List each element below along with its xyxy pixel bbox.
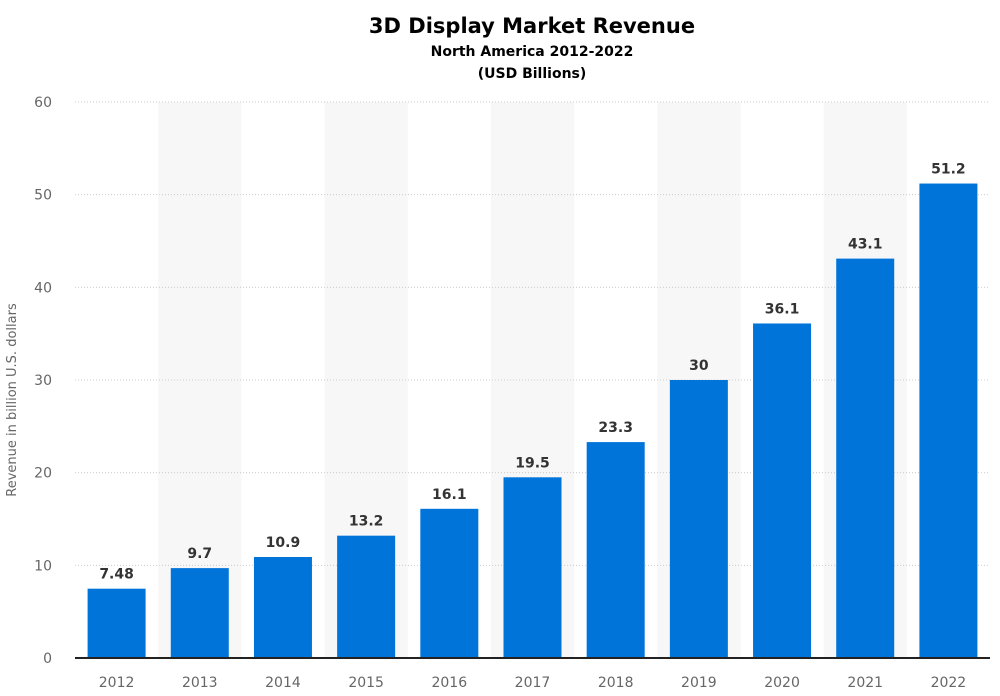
y-tick-label: 20 [34,466,52,482]
data-label: 9.7 [187,546,212,562]
chart-title: 3D Display Market Revenue [368,14,696,38]
bar [836,258,895,658]
data-label: 30 [689,358,709,374]
bar [420,508,479,658]
x-tick-label: 2012 [99,675,135,691]
data-label: 13.2 [349,514,384,530]
data-label: 7.48 [99,567,134,583]
bar [253,556,312,658]
bar [170,568,229,658]
x-tick-label: 2018 [598,675,634,691]
bar [503,477,562,658]
data-label: 43.1 [848,237,883,253]
bar [919,183,978,658]
chart-subtitle: North America 2012-2022 [430,44,634,60]
y-tick-label: 0 [43,651,52,667]
x-tick-label: 2019 [681,675,717,691]
x-tick-label: 2014 [265,675,301,691]
bar [669,380,728,658]
y-tick-label: 50 [34,188,52,204]
x-tick-label: 2021 [847,675,883,691]
data-label: 23.3 [598,420,633,436]
bar [337,535,396,658]
bar [586,442,645,658]
y-axis-label: Revenue in billion U.S. dollars [5,303,20,497]
bar [87,588,146,658]
data-label: 36.1 [765,301,800,317]
x-tick-label: 2016 [431,675,467,691]
x-tick-label: 2015 [348,675,384,691]
bar [753,323,812,658]
x-tick-label: 2017 [515,675,551,691]
x-tick-label: 2022 [931,675,967,691]
y-tick-label: 10 [34,558,52,574]
background-band [158,102,242,658]
chart-unit: (USD Billions) [477,66,587,82]
data-label: 16.1 [432,487,467,503]
data-label: 10.9 [266,535,301,551]
y-tick-label: 40 [34,280,52,296]
y-tick-label: 30 [34,373,52,389]
y-tick-label: 60 [34,95,52,111]
x-tick-label: 2020 [764,675,800,691]
x-tick-label: 2013 [182,675,218,691]
data-label: 19.5 [515,455,550,471]
data-label: 51.2 [931,162,966,178]
